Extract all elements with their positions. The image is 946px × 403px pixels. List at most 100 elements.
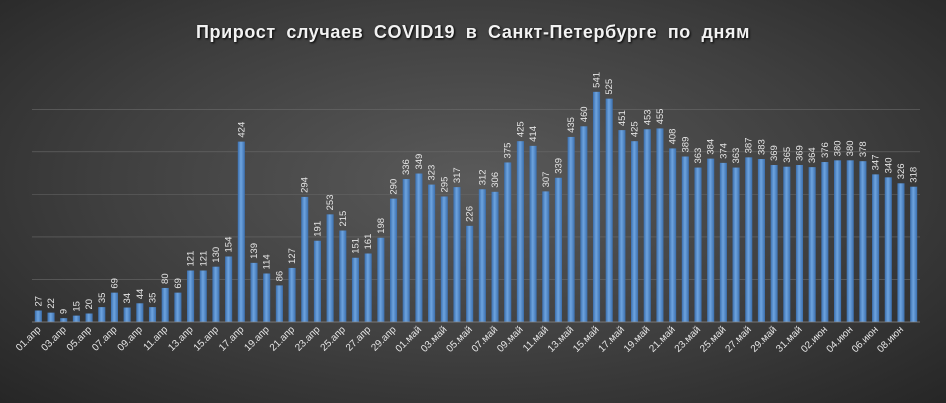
bar bbox=[98, 307, 106, 322]
bar bbox=[161, 287, 169, 322]
data-label: 69 bbox=[109, 278, 120, 289]
bar bbox=[897, 183, 905, 322]
data-label: 364 bbox=[807, 147, 818, 163]
data-label: 339 bbox=[553, 158, 564, 174]
x-tick-label: 15.апр bbox=[192, 324, 222, 354]
bar bbox=[212, 266, 220, 322]
data-label: 363 bbox=[693, 148, 704, 164]
x-tick-label: 15.май bbox=[571, 324, 601, 354]
data-label: 35 bbox=[148, 293, 159, 304]
bar bbox=[694, 167, 702, 322]
bar bbox=[250, 262, 258, 322]
data-label: 424 bbox=[236, 122, 247, 138]
data-label: 198 bbox=[376, 218, 387, 234]
bar bbox=[148, 307, 157, 322]
bar bbox=[237, 141, 245, 322]
data-label: 369 bbox=[794, 145, 805, 161]
data-label: 453 bbox=[642, 109, 653, 125]
bar bbox=[136, 303, 144, 322]
x-tick-label: 13.май bbox=[546, 324, 576, 354]
x-tick-label: 07.май bbox=[470, 324, 500, 354]
data-label: 363 bbox=[731, 148, 742, 164]
bar bbox=[732, 167, 740, 322]
data-label: 378 bbox=[858, 141, 869, 157]
bar bbox=[301, 196, 309, 322]
bar bbox=[377, 237, 385, 322]
data-label: 86 bbox=[274, 271, 285, 282]
data-label: 69 bbox=[173, 278, 184, 289]
x-tick-label: 19.апр bbox=[242, 324, 272, 354]
bar bbox=[110, 292, 119, 322]
data-label: 435 bbox=[566, 117, 577, 133]
data-label: 253 bbox=[325, 195, 336, 211]
bar bbox=[554, 177, 563, 322]
data-label: 451 bbox=[617, 110, 628, 126]
bar bbox=[313, 240, 321, 322]
x-axis: 01.апр03.апр05.апр07.апр09.апр11.апр13.а… bbox=[14, 321, 920, 355]
data-label: 9 bbox=[59, 309, 70, 314]
bar bbox=[719, 162, 727, 322]
data-label: 290 bbox=[389, 179, 400, 195]
data-label: 380 bbox=[833, 140, 844, 156]
data-label: 425 bbox=[515, 121, 526, 137]
data-label: 323 bbox=[427, 165, 438, 181]
x-tick-label: 03.апр bbox=[40, 324, 70, 354]
data-label: 44 bbox=[135, 289, 146, 300]
bar bbox=[846, 160, 854, 322]
data-label: 151 bbox=[350, 238, 361, 254]
bar bbox=[681, 156, 689, 322]
x-tick-label: 29.май bbox=[749, 324, 779, 354]
bar bbox=[580, 126, 588, 322]
data-label: 35 bbox=[97, 293, 108, 304]
x-tick-label: 17.апр bbox=[217, 324, 247, 354]
bar bbox=[123, 307, 131, 322]
x-tick-label: 02.июн bbox=[799, 324, 830, 355]
bar bbox=[567, 136, 575, 322]
data-label: 375 bbox=[503, 143, 514, 159]
data-label: 161 bbox=[363, 234, 374, 250]
data-label: 130 bbox=[211, 247, 222, 263]
x-tick-label: 05.май bbox=[444, 324, 474, 354]
x-tick-label: 17.май bbox=[597, 324, 627, 354]
bar bbox=[516, 141, 524, 322]
bar bbox=[872, 174, 880, 322]
bar bbox=[351, 257, 360, 322]
bar bbox=[402, 179, 410, 322]
x-tick-label: 11.май bbox=[521, 324, 551, 354]
bar bbox=[618, 130, 626, 322]
bar bbox=[643, 129, 651, 322]
bar bbox=[60, 318, 68, 322]
data-label: 369 bbox=[769, 145, 780, 161]
x-tick-label: 13.апр bbox=[166, 324, 196, 354]
bar bbox=[491, 191, 499, 322]
data-label: 455 bbox=[655, 109, 666, 125]
data-label: 15 bbox=[71, 301, 82, 312]
bar bbox=[478, 189, 486, 322]
bar bbox=[364, 253, 372, 322]
x-tick-label: 06.июн bbox=[850, 324, 881, 355]
x-tick-label: 21.апр bbox=[268, 324, 298, 354]
x-tick-label: 01.май bbox=[394, 324, 424, 354]
data-label: 307 bbox=[541, 172, 552, 188]
x-tick-label: 31.май bbox=[774, 324, 804, 354]
bar bbox=[275, 285, 283, 322]
data-label: 317 bbox=[452, 167, 463, 183]
data-label: 389 bbox=[680, 137, 691, 153]
data-label: 460 bbox=[579, 106, 590, 122]
data-label: 27 bbox=[33, 296, 44, 307]
data-label: 383 bbox=[756, 139, 767, 155]
data-label: 525 bbox=[604, 79, 615, 95]
data-label: 191 bbox=[312, 221, 323, 237]
x-tick-label: 27.апр bbox=[344, 324, 374, 354]
bar bbox=[745, 157, 753, 322]
bar bbox=[592, 91, 601, 322]
bar bbox=[783, 166, 791, 322]
data-label: 139 bbox=[249, 243, 260, 259]
bar bbox=[910, 186, 918, 322]
x-tick-label: 27.май bbox=[723, 324, 753, 354]
x-tick-label: 29.апр bbox=[369, 324, 399, 354]
bar bbox=[757, 159, 765, 322]
data-label: 20 bbox=[84, 299, 95, 310]
